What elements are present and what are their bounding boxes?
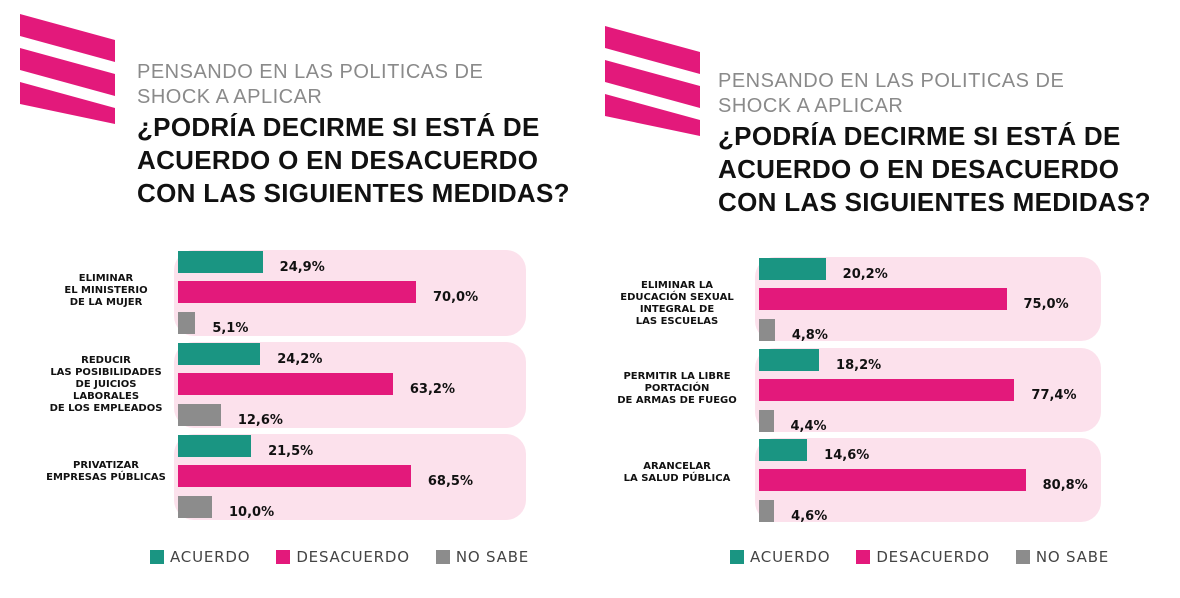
legend-swatch-nosabe bbox=[1015, 550, 1030, 564]
legend-label-acuerdo: ACUERDO bbox=[170, 548, 251, 566]
legend-item-acuerdo: ACUERDO bbox=[150, 548, 250, 566]
bar-nosabe bbox=[759, 500, 775, 522]
bar-acuerdo bbox=[178, 435, 252, 457]
legend-label-acuerdo: ACUERDO bbox=[750, 548, 831, 566]
data-label-nosabe: 10,0% bbox=[229, 505, 275, 520]
category-label: PERMITIR LA LIBRE PORTACIÓN DE ARMAS DE … bbox=[617, 371, 737, 406]
data-label-nosabe: 4,6% bbox=[791, 509, 828, 524]
legend-swatch-desacuerdo bbox=[856, 550, 871, 564]
bar-acuerdo bbox=[759, 439, 808, 461]
data-label-acuerdo: 20,2% bbox=[842, 267, 888, 282]
legend-swatch-acuerdo bbox=[730, 550, 744, 564]
data-label-acuerdo: 18,2% bbox=[836, 358, 882, 373]
bar-nosabe bbox=[178, 404, 221, 426]
legend-label-desacuerdo: DESACUERDO bbox=[876, 548, 990, 566]
bar-desacuerdo bbox=[759, 288, 1007, 310]
chart-title: ¿PODRÍA DECIRME SI ESTÁ DE ACUERDO O EN … bbox=[137, 112, 570, 208]
data-label-nosabe: 4,8% bbox=[791, 328, 828, 343]
bar-acuerdo bbox=[759, 349, 820, 371]
bar-acuerdo bbox=[178, 251, 263, 273]
data-label-nosabe: 12,6% bbox=[237, 413, 283, 428]
bar-desacuerdo bbox=[178, 465, 411, 487]
bar-nosabe bbox=[178, 312, 196, 334]
bar-acuerdo bbox=[178, 343, 261, 365]
data-label-desacuerdo: 80,8% bbox=[1042, 478, 1088, 493]
legend-label-nosabe: NO SABE bbox=[1035, 548, 1110, 566]
legend-item-acuerdo: ACUERDO bbox=[730, 548, 830, 566]
category-label: REDUCIR LAS POSIBILIDADES DE JUICIOS LAB… bbox=[49, 355, 163, 414]
data-label-acuerdo: 24,2% bbox=[277, 352, 323, 367]
category-label: ARANCELAR LA SALUD PÚBLICA bbox=[623, 461, 731, 484]
data-label-acuerdo: 21,5% bbox=[268, 444, 314, 459]
category-label: ELIMINAR EL MINISTERIO DE LA MUJER bbox=[64, 273, 148, 308]
chart-subtitle: PENSANDO EN LAS POLITICAS DE SHOCK A APL… bbox=[718, 70, 1065, 117]
data-label-acuerdo: 24,9% bbox=[279, 260, 325, 275]
category-label: PRIVATIZAR EMPRESAS PÚBLICAS bbox=[46, 460, 166, 483]
bar-nosabe bbox=[178, 496, 212, 518]
legend-item-desacuerdo: DESACUERDO bbox=[276, 548, 410, 566]
data-label-desacuerdo: 75,0% bbox=[1023, 297, 1069, 312]
data-label-desacuerdo: 68,5% bbox=[427, 474, 473, 489]
legend-item-nosabe: NO SABE bbox=[1015, 548, 1110, 566]
data-label-nosabe: 5,1% bbox=[212, 321, 249, 336]
chart-subtitle: PENSANDO EN LAS POLITICAS DE SHOCK A APL… bbox=[137, 61, 484, 108]
bar-nosabe bbox=[759, 319, 775, 341]
legend-item-nosabe: NO SABE bbox=[435, 548, 530, 566]
legend-swatch-desacuerdo bbox=[276, 550, 291, 564]
data-label-nosabe: 4,4% bbox=[790, 419, 827, 434]
bar-desacuerdo bbox=[178, 373, 393, 395]
legend-swatch-nosabe bbox=[435, 550, 450, 564]
legend: ACUERDO DESACUERDO NO SABE bbox=[730, 548, 1135, 566]
bar-nosabe bbox=[759, 410, 774, 432]
data-label-desacuerdo: 70,0% bbox=[433, 290, 479, 305]
legend-label-desacuerdo: DESACUERDO bbox=[296, 548, 410, 566]
data-label-desacuerdo: 77,4% bbox=[1031, 388, 1077, 403]
bar-desacuerdo bbox=[759, 379, 1015, 401]
legend-swatch-acuerdo bbox=[150, 550, 164, 564]
data-label-acuerdo: 14,6% bbox=[824, 448, 870, 463]
right-panel: PENSANDO EN LAS POLITICAS DE SHOCK A APL… bbox=[590, 0, 1180, 598]
chart-title: ¿PODRÍA DECIRME SI ESTÁ DE ACUERDO O EN … bbox=[718, 121, 1151, 217]
category-label: ELIMINAR LA EDUCACIÓN SEXUAL INTEGRAL DE… bbox=[620, 280, 734, 327]
legend-item-desacuerdo: DESACUERDO bbox=[856, 548, 990, 566]
bar-desacuerdo bbox=[759, 469, 1026, 491]
data-label-desacuerdo: 63,2% bbox=[409, 382, 455, 397]
legend: ACUERDO DESACUERDO NO SABE bbox=[150, 548, 555, 566]
left-panel: PENSANDO EN LAS POLITICAS DE SHOCK A APL… bbox=[20, 14, 570, 566]
bar-desacuerdo bbox=[178, 281, 416, 303]
brand-logo-icon bbox=[20, 14, 115, 124]
legend-label-nosabe: NO SABE bbox=[455, 548, 530, 566]
bar-acuerdo bbox=[759, 258, 826, 280]
brand-logo-icon bbox=[605, 26, 700, 136]
